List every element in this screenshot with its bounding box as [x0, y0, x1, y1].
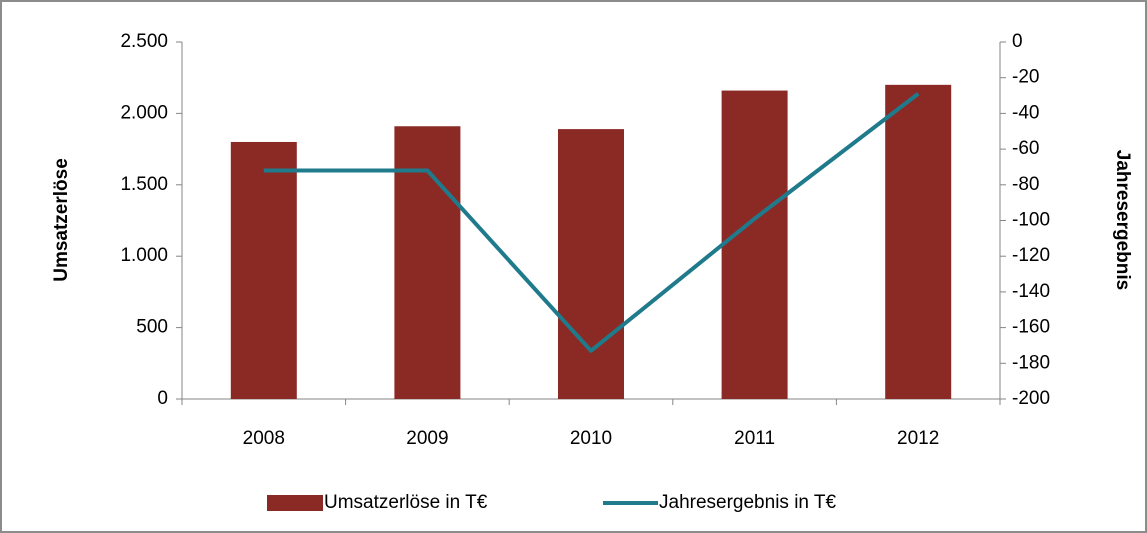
y2-tick-label: -40	[1012, 102, 1039, 123]
bar	[885, 84, 952, 399]
y2-tick-label: -140	[1012, 281, 1050, 302]
y2-tick-label: -80	[1012, 174, 1039, 195]
legend-label: Umsatzerlöse in T€	[324, 492, 488, 513]
y-axis-title: Umsatzerlöse	[51, 158, 72, 282]
y2-tick-label: 0	[1012, 31, 1023, 52]
bar	[721, 90, 788, 399]
y2-axis-title: Jahresergebnis	[1112, 150, 1133, 290]
y2-tick-label: -200	[1012, 388, 1050, 409]
y-tick-label: 0	[157, 388, 168, 409]
x-tick-label: 2010	[570, 428, 612, 449]
bar	[394, 126, 461, 399]
y2-tick-label: -20	[1012, 67, 1039, 88]
y2-tick-label: -180	[1012, 352, 1050, 373]
x-tick-label: 2012	[897, 428, 939, 449]
y-tick-label: 500	[136, 317, 168, 338]
x-tick-label: 2011	[734, 428, 775, 449]
line	[263, 92, 920, 353]
y-tick-label: 2.000	[120, 102, 168, 123]
y2-tick-label: -160	[1012, 317, 1050, 338]
y2-tick-label: -60	[1012, 138, 1039, 159]
y2-tick-label: -100	[1012, 210, 1050, 231]
x-tick-label: 2009	[406, 428, 448, 449]
bar	[230, 141, 297, 399]
y-tick-label: 1.000	[120, 245, 168, 266]
y-tick-label: 2.500	[120, 31, 168, 52]
bar	[558, 129, 624, 399]
y2-tick-label: -120	[1012, 245, 1050, 266]
y-tick-label: 1.500	[120, 174, 168, 195]
legend-swatch	[267, 495, 323, 511]
legend-label: Jahresergebnis in T€	[659, 492, 837, 513]
x-tick-label: 2008	[243, 428, 285, 449]
